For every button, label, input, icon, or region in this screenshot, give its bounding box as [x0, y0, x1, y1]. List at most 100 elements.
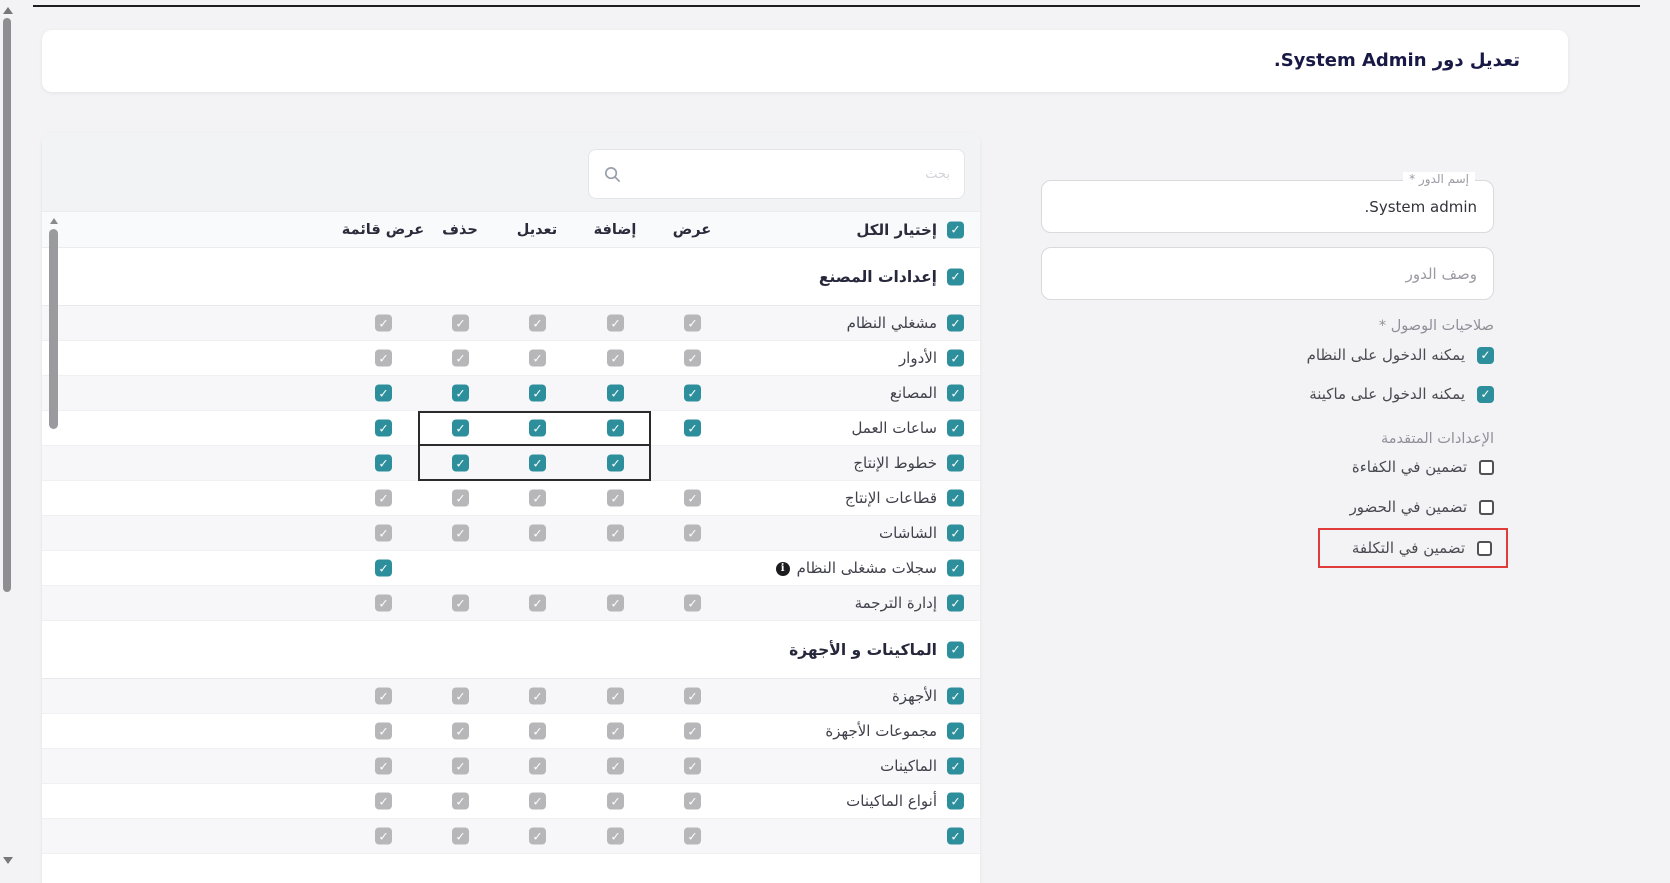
- permission-checkbox-list[interactable]: [375, 687, 392, 705]
- select-row-checkbox[interactable]: [947, 349, 964, 367]
- permission-checkbox-add[interactable]: [607, 419, 624, 437]
- access-system-checkbox[interactable]: [1477, 346, 1494, 364]
- select-row-checkbox[interactable]: [947, 314, 964, 332]
- permission-checkbox-add[interactable]: [607, 827, 624, 845]
- permission-checkbox-list[interactable]: [375, 454, 392, 472]
- permission-checkbox-edit[interactable]: [529, 454, 546, 472]
- permission-checkbox-list[interactable]: [375, 349, 392, 367]
- include-attendance-checkbox[interactable]: [1479, 499, 1494, 515]
- permission-checkbox-view[interactable]: [684, 419, 701, 437]
- search-box[interactable]: [588, 149, 965, 199]
- select-row-checkbox[interactable]: [947, 268, 964, 285]
- permission-checkbox-add[interactable]: [607, 792, 624, 810]
- permission-checkbox-delete[interactable]: [452, 489, 469, 507]
- scrollbar-thumb[interactable]: [3, 18, 11, 592]
- permission-checkbox-edit[interactable]: [529, 524, 546, 542]
- permission-checkbox-view[interactable]: [684, 757, 701, 775]
- permission-checkbox-view[interactable]: [684, 687, 701, 705]
- permission-checkbox-list[interactable]: [375, 384, 392, 402]
- permission-checkbox-edit[interactable]: [529, 384, 546, 402]
- select-row-checkbox[interactable]: [947, 454, 964, 472]
- advanced-option-cost[interactable]: تضمين في التكلفة: [1352, 539, 1492, 557]
- permission-checkbox-list[interactable]: [375, 559, 392, 577]
- scrollbar-up-arrow-icon[interactable]: [3, 7, 13, 14]
- permission-checkbox-edit[interactable]: [529, 594, 546, 612]
- select-row-checkbox[interactable]: [947, 384, 964, 402]
- permission-checkbox-edit[interactable]: [529, 314, 546, 332]
- permission-checkbox-edit[interactable]: [529, 827, 546, 845]
- permission-checkbox-list[interactable]: [375, 594, 392, 612]
- select-row-checkbox[interactable]: [947, 792, 964, 810]
- search-input[interactable]: [632, 166, 950, 182]
- permission-checkbox-add[interactable]: [607, 524, 624, 542]
- table-scrollbar-thumb[interactable]: [49, 229, 58, 429]
- select-row-checkbox[interactable]: [947, 489, 964, 507]
- table-scrollbar-up-arrow-icon[interactable]: [50, 218, 58, 224]
- select-all-checkbox[interactable]: [947, 221, 964, 238]
- permission-checkbox-add[interactable]: [607, 349, 624, 367]
- permission-checkbox-delete[interactable]: [452, 687, 469, 705]
- permission-checkbox-edit[interactable]: [529, 792, 546, 810]
- permission-checkbox-delete[interactable]: [452, 349, 469, 367]
- permission-checkbox-list[interactable]: [375, 314, 392, 332]
- page-scrollbar[interactable]: [0, 0, 16, 883]
- permission-checkbox-list[interactable]: [375, 827, 392, 845]
- permission-checkbox-edit[interactable]: [529, 722, 546, 740]
- permission-checkbox-edit[interactable]: [529, 349, 546, 367]
- permission-checkbox-edit[interactable]: [529, 687, 546, 705]
- permission-checkbox-delete[interactable]: [452, 722, 469, 740]
- permission-checkbox-list[interactable]: [375, 419, 392, 437]
- access-option-machine[interactable]: يمكنه الدخول على ماكينة: [1309, 385, 1494, 403]
- include-efficiency-checkbox[interactable]: [1479, 459, 1494, 475]
- access-machine-checkbox[interactable]: [1477, 385, 1494, 403]
- advanced-option-attendance[interactable]: تضمين في الحضور: [1350, 498, 1494, 516]
- permission-checkbox-delete[interactable]: [452, 384, 469, 402]
- role-description-input[interactable]: [1042, 248, 1493, 299]
- select-row-checkbox[interactable]: [947, 559, 964, 577]
- permission-checkbox-edit[interactable]: [529, 757, 546, 775]
- permission-checkbox-add[interactable]: [607, 384, 624, 402]
- permission-checkbox-view[interactable]: [684, 792, 701, 810]
- select-row-checkbox[interactable]: [947, 641, 964, 658]
- select-row-checkbox[interactable]: [947, 419, 964, 437]
- permission-checkbox-add[interactable]: [607, 454, 624, 472]
- permission-checkbox-list[interactable]: [375, 524, 392, 542]
- advanced-option-efficiency[interactable]: تضمين في الكفاءة: [1352, 458, 1494, 476]
- permission-checkbox-view[interactable]: [684, 827, 701, 845]
- select-row-checkbox[interactable]: [947, 594, 964, 612]
- permission-checkbox-add[interactable]: [607, 687, 624, 705]
- permission-checkbox-delete[interactable]: [452, 792, 469, 810]
- permission-checkbox-delete[interactable]: [452, 827, 469, 845]
- permission-checkbox-delete[interactable]: [452, 314, 469, 332]
- permission-checkbox-view[interactable]: [684, 314, 701, 332]
- permission-checkbox-list[interactable]: [375, 722, 392, 740]
- permission-checkbox-delete[interactable]: [452, 419, 469, 437]
- permission-checkbox-list[interactable]: [375, 792, 392, 810]
- permission-checkbox-list[interactable]: [375, 489, 392, 507]
- permission-checkbox-add[interactable]: [607, 314, 624, 332]
- include-cost-checkbox[interactable]: [1477, 540, 1492, 556]
- permission-checkbox-add[interactable]: [607, 489, 624, 507]
- permission-checkbox-list[interactable]: [375, 757, 392, 775]
- permission-checkbox-delete[interactable]: [452, 524, 469, 542]
- permission-checkbox-view[interactable]: [684, 349, 701, 367]
- permission-checkbox-view[interactable]: [684, 722, 701, 740]
- permission-checkbox-view[interactable]: [684, 594, 701, 612]
- select-row-checkbox[interactable]: [947, 757, 964, 775]
- permission-checkbox-add[interactable]: [607, 757, 624, 775]
- permission-checkbox-delete[interactable]: [452, 454, 469, 472]
- permission-checkbox-view[interactable]: [684, 384, 701, 402]
- permission-checkbox-add[interactable]: [607, 594, 624, 612]
- select-row-checkbox[interactable]: [947, 722, 964, 740]
- access-option-system[interactable]: يمكنه الدخول على النظام: [1307, 346, 1494, 364]
- select-row-checkbox[interactable]: [947, 687, 964, 705]
- select-row-checkbox[interactable]: [947, 827, 964, 845]
- permission-checkbox-view[interactable]: [684, 489, 701, 507]
- permission-checkbox-delete[interactable]: [452, 757, 469, 775]
- permission-checkbox-edit[interactable]: [529, 419, 546, 437]
- permission-checkbox-add[interactable]: [607, 722, 624, 740]
- select-row-checkbox[interactable]: [947, 524, 964, 542]
- role-name-input[interactable]: [1042, 181, 1493, 232]
- scrollbar-down-arrow-icon[interactable]: [3, 857, 13, 864]
- permission-checkbox-edit[interactable]: [529, 489, 546, 507]
